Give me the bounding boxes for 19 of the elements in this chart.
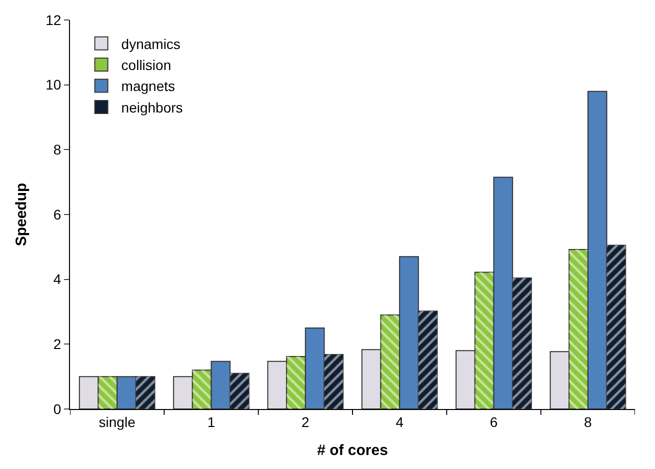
legend-label: neighbors [121, 99, 183, 116]
y-tick-label: 2 [53, 336, 62, 352]
legend-label: magnets [121, 78, 176, 94]
y-axis-title: Speedup [12, 182, 30, 246]
x-tick-label: 4 [396, 414, 404, 430]
legend-label: collision [121, 57, 172, 74]
x-tick-label: 6 [490, 414, 498, 430]
x-axis-title: # of cores [317, 442, 388, 459]
y-tick-label: 0 [53, 400, 62, 417]
x-tick-label: 2 [302, 414, 310, 430]
x-tick-label: 8 [584, 414, 592, 430]
x-tick-label: 1 [207, 414, 216, 430]
x-tick-label: single [98, 414, 136, 430]
legend-label: dynamics [121, 36, 180, 52]
y-tick-label: 8 [53, 142, 62, 158]
y-tick-label: 4 [53, 271, 62, 288]
y-tick-label: 12 [46, 12, 62, 28]
y-tick-label: 6 [53, 206, 62, 222]
y-tick-label: 10 [46, 76, 62, 93]
